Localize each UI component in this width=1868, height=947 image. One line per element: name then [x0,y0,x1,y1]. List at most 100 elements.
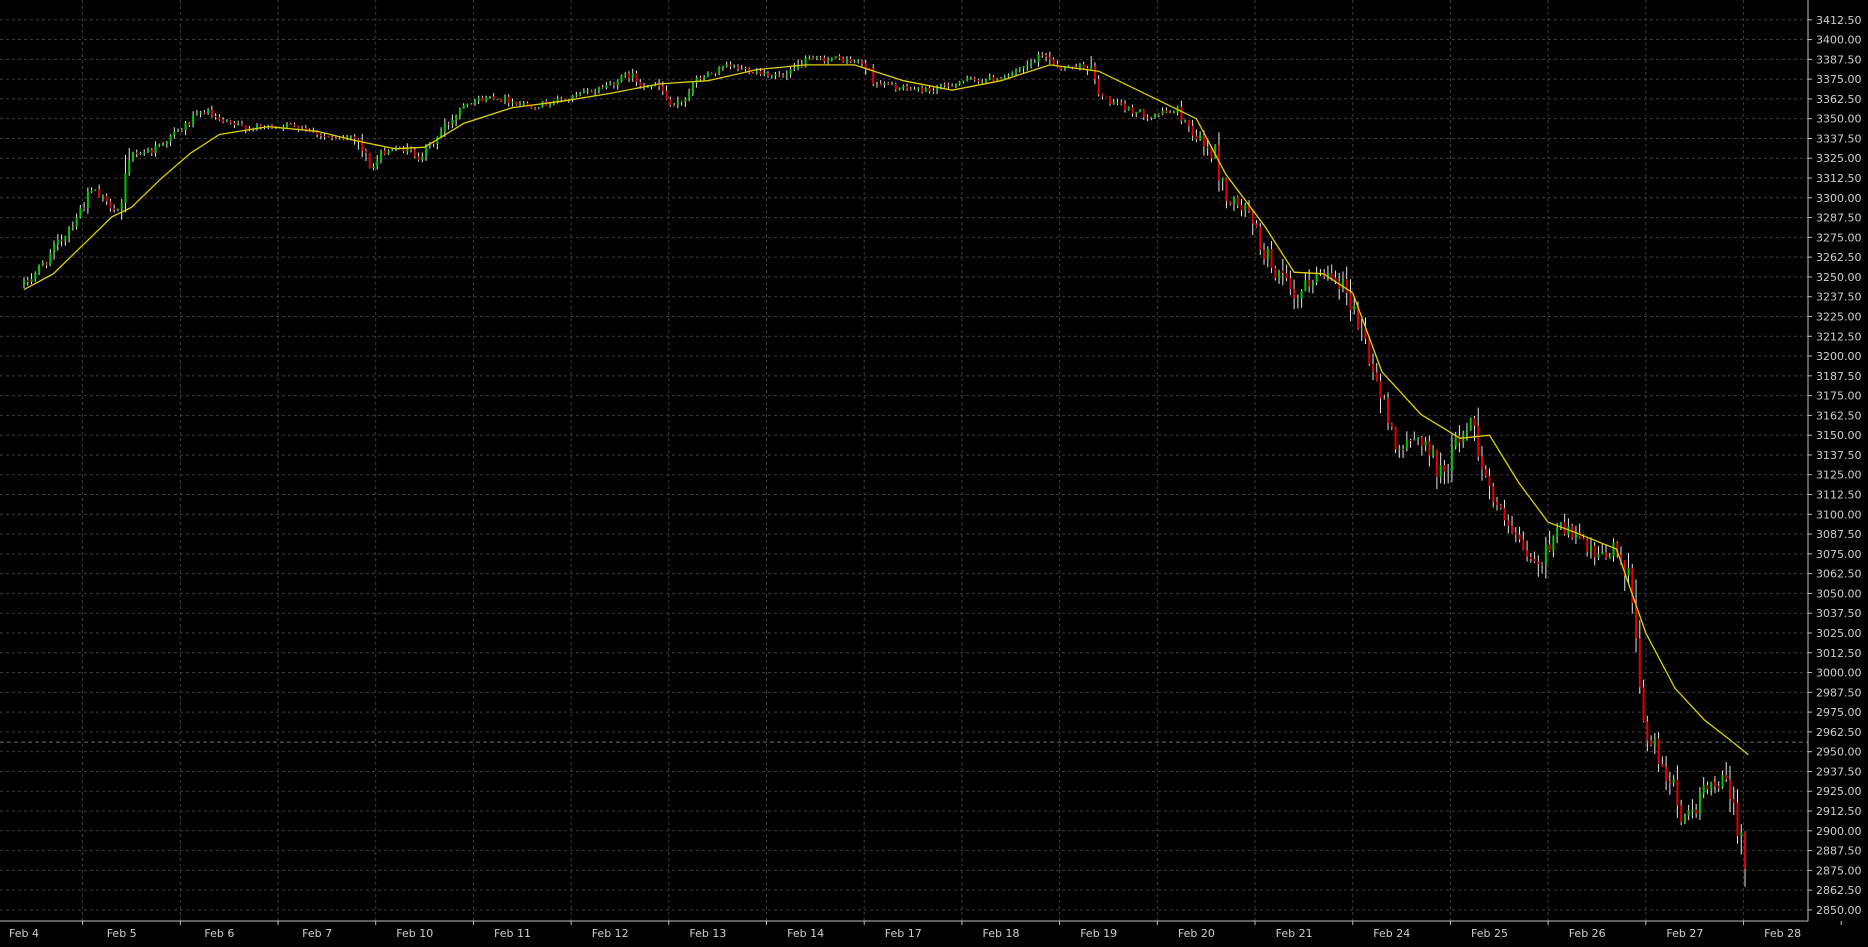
candle-body [1661,764,1664,767]
candle-body [917,87,920,90]
candle-body [1112,102,1115,105]
candle-body [842,58,845,63]
candle-body [898,87,901,90]
candle-body [1582,537,1585,540]
candle-body [669,99,672,106]
candle-body [1308,279,1311,287]
candle-body [154,145,157,154]
candle-body [973,78,976,80]
candle-body [1018,68,1021,70]
candle-body [1473,418,1476,426]
candle-body [1199,134,1202,140]
candle-body [680,101,683,103]
candle-body [334,137,337,139]
candle-body [1721,774,1724,789]
candle-body [597,87,600,91]
candle-body [658,84,661,87]
candle-body [1390,423,1393,427]
candle-body [75,217,78,227]
candle-body [620,75,623,82]
candle-body [1559,522,1562,528]
candle-body [1589,545,1592,552]
candle-body [1447,470,1450,472]
candle-body [71,226,74,229]
candle-body [984,79,987,82]
candle-body [259,124,262,127]
candle-body [1300,291,1303,299]
candle-body [158,144,161,146]
candle-body [1165,110,1168,113]
candle-body [1101,94,1104,97]
candle-body [1529,556,1532,559]
candle-body [1732,799,1735,803]
candle-body [135,152,138,155]
candle-body [203,112,206,114]
candle-body [932,90,935,92]
candle-body [838,56,841,59]
y-tick-label: 3175.00 [1816,390,1862,403]
candle-body [376,160,379,166]
candle-body [406,147,409,152]
candle-body [1420,437,1423,447]
candle-body [1623,560,1626,576]
candle-body [564,99,567,101]
candle-body [1375,372,1378,381]
time-axis: Feb 4 Feb 5 Feb 6 Feb 7 Feb 10 Feb 11 Feb 12 Fe… [9,921,1842,940]
y-tick-label: 3037.50 [1816,607,1862,620]
candle-body [733,65,736,67]
moving-average-line [23,64,1749,756]
candle-body [1383,398,1386,400]
candle-body [503,96,506,102]
candle-body [721,66,724,68]
candle-body [327,135,330,138]
candle-body [485,97,488,102]
candle-body [1537,561,1540,565]
candle-body [1124,103,1127,111]
candle-body [860,60,863,64]
x-tick-label: Feb 27 [1666,927,1703,940]
candle-body [421,156,424,160]
candle-body [323,135,326,137]
candle-body [481,97,484,102]
candle-body [1541,564,1544,566]
y-tick-label: 3362.50 [1816,93,1862,106]
candle-body [710,72,713,74]
candle-body [1507,520,1510,526]
candle-body [1627,567,1630,576]
candle-body [864,63,867,68]
candle-body [1405,439,1408,450]
candle-body [1206,146,1209,148]
candle-body [1477,425,1480,457]
candle-body [1217,145,1220,181]
candle-body [883,83,886,86]
candle-body [286,123,289,129]
candle-body [1075,66,1078,69]
x-tick-label: Feb 12 [592,927,629,940]
candle-body [199,112,202,114]
candle-body [383,150,386,155]
candle-body [1281,270,1284,273]
candle-body [703,77,706,80]
candle-body [229,120,232,123]
candle-body [988,76,991,80]
candle-body [113,208,116,211]
candle-body [1492,486,1495,502]
candle-body [1263,249,1266,260]
candle-body [222,119,225,122]
candle-body [173,131,176,135]
candle-body [1556,527,1559,537]
candle-body [225,120,228,122]
candle-body [109,201,112,209]
candle-body [34,273,37,280]
candle-body [530,105,533,109]
candle-body [1003,76,1006,79]
candle-body [684,99,687,102]
candle-body [131,152,134,160]
candle-body [316,130,319,136]
candle-body [1593,545,1596,558]
candle-body [26,280,29,282]
x-tick-label: Feb 11 [494,927,531,940]
candle-body [1127,107,1130,111]
candle-body [488,96,491,98]
candle-body [289,123,292,125]
